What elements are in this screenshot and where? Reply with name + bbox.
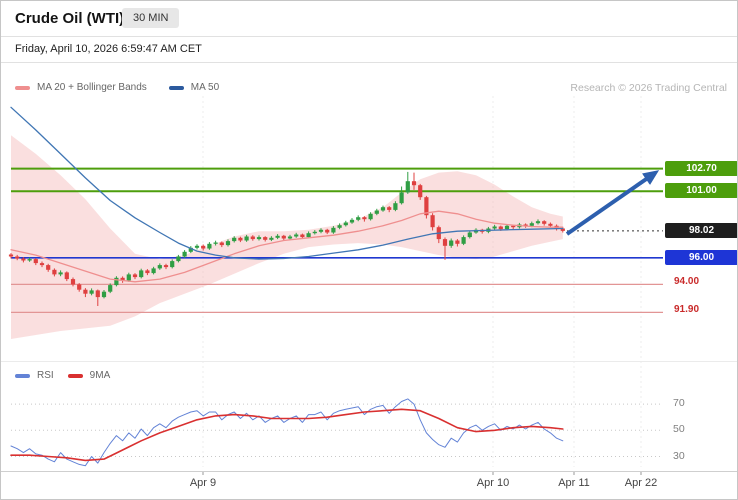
price-level-label: 91.90 <box>674 304 700 316</box>
price-level-label: 94.00 <box>674 276 700 288</box>
price-level-label: 96.00 <box>665 249 737 265</box>
x-axis-date-label: Apr 9 <box>189 477 217 489</box>
price-level-label: 98.02 <box>665 222 737 238</box>
ma50-legend-label: MA 50 <box>190 82 220 93</box>
rsi-9ma-legend-label: 9MA <box>89 370 111 381</box>
rsi-legend-label: RSI <box>37 370 54 381</box>
rsi-scale-label: 30 <box>673 449 685 462</box>
instrument-title: Crude Oil (WTI) <box>15 10 125 27</box>
research-watermark: Research © 2026 Trading Central <box>570 82 727 94</box>
x-axis-line <box>1 471 737 472</box>
rsi-scale-label: 70 <box>673 397 685 410</box>
separator <box>1 62 737 63</box>
ma20-bollinger-swatch-icon <box>15 85 30 90</box>
ma50-swatch-icon <box>168 85 184 90</box>
rsi-scale-label: 50 <box>673 423 685 436</box>
separator <box>1 361 737 362</box>
separator <box>1 36 737 37</box>
rsi-panel-legend: RSI 9MA <box>15 370 110 381</box>
x-axis-date-label: Apr 10 <box>476 477 510 489</box>
price-level-label: 102.70 <box>665 160 737 176</box>
x-axis-date-label: Apr 22 <box>624 477 658 489</box>
ma20-bollinger-legend-label: MA 20 + Bollinger Bands <box>37 82 147 93</box>
price-chart-legend: MA 20 + Bollinger Bands MA 50 <box>15 82 219 93</box>
timeframe-badge: 30 MIN <box>122 8 180 28</box>
rsi-9ma-swatch-icon <box>67 373 83 378</box>
x-axis-date-label: Apr 11 <box>558 477 590 489</box>
rsi-swatch-icon <box>15 373 30 378</box>
chart-datetime: Friday, April 10, 2026 6:59:47 AM CET <box>15 43 202 55</box>
price-level-label: 101.00 <box>665 183 737 199</box>
